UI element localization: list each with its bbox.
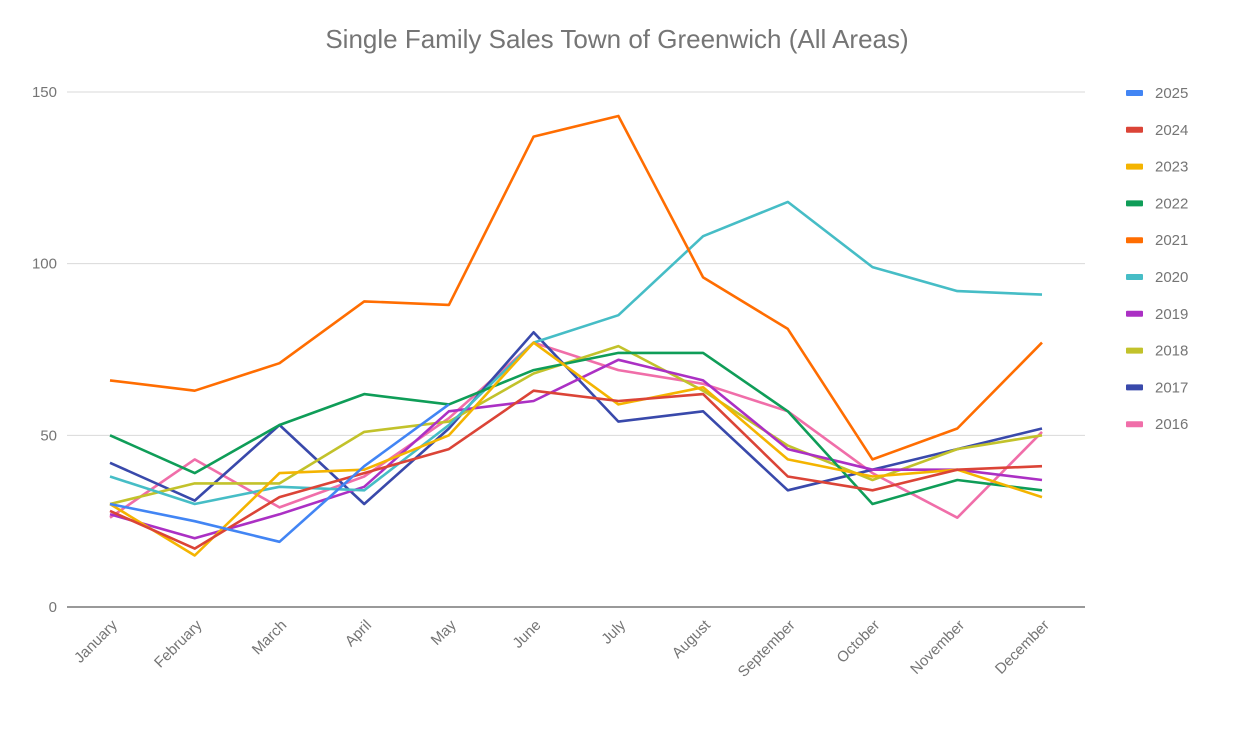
legend-item-2020: 2020 [1126, 269, 1188, 286]
series-line-2023 [109, 341, 1043, 557]
legend-label: 2018 [1155, 343, 1188, 360]
x-tick-label: January [71, 616, 121, 666]
series-lines [109, 114, 1043, 557]
series-line-2020 [109, 200, 1043, 506]
legend-item-2021: 2021 [1126, 232, 1188, 249]
legend-item-2024: 2024 [1126, 122, 1188, 139]
gridlines [67, 91, 1085, 608]
legend-swatch [1126, 310, 1143, 317]
legend-label: 2017 [1155, 379, 1188, 396]
series-line-2021 [109, 114, 1043, 461]
chart-title: Single Family Sales Town of Greenwich (A… [325, 24, 908, 54]
legend-item-2018: 2018 [1126, 343, 1188, 360]
x-tick-label: May [428, 616, 460, 648]
y-tick-label: 0 [49, 599, 57, 616]
x-tick-label: February [151, 616, 206, 671]
legend-label: 2025 [1155, 85, 1188, 102]
legend-label: 2021 [1155, 232, 1188, 249]
legend-swatch [1126, 90, 1143, 96]
x-axis-ticks: January February March April May June July Augu… [71, 616, 1053, 680]
y-tick-label: 100 [32, 256, 57, 273]
legend-swatch [1126, 274, 1143, 280]
y-axis-ticks: 0 50 100 150 [32, 84, 57, 616]
series-line-2016 [109, 341, 1043, 519]
series-line-2017 [109, 331, 1043, 506]
series-line-2018 [109, 344, 1043, 506]
legend-item-2019: 2019 [1126, 306, 1188, 323]
legend-item-2016: 2016 [1126, 416, 1188, 433]
x-tick-label: June [509, 617, 544, 652]
series-line-2025 [109, 403, 450, 544]
legend-swatch [1126, 237, 1143, 244]
legend-label: 2022 [1155, 195, 1188, 212]
x-tick-label: October [834, 617, 884, 667]
legend-label: 2023 [1155, 159, 1188, 176]
legend-swatch [1126, 347, 1143, 354]
x-tick-label: September [735, 617, 799, 681]
series-line-2022 [109, 351, 1043, 506]
x-tick-label: April [342, 617, 375, 650]
legend: 2025 2024 2023 2022 2021 2020 2019 2018 2017 2016 [1126, 85, 1188, 433]
series-line-2024 [109, 389, 1043, 550]
legend-label: 2024 [1155, 122, 1188, 139]
y-tick-label: 150 [32, 84, 57, 101]
legend-label: 2020 [1155, 269, 1188, 286]
legend-label: 2016 [1155, 416, 1188, 433]
legend-item-2025: 2025 [1126, 85, 1188, 102]
legend-swatch [1126, 421, 1143, 428]
x-tick-label: July [598, 616, 629, 647]
x-tick-label: August [669, 616, 715, 662]
y-tick-label: 50 [40, 427, 57, 444]
legend-item-2022: 2022 [1126, 195, 1188, 212]
legend-swatch [1126, 126, 1143, 133]
legend-swatch [1126, 200, 1143, 207]
x-tick-label: November [907, 617, 968, 678]
x-tick-label: December [992, 617, 1053, 678]
legend-swatch [1126, 384, 1143, 391]
x-tick-label: March [249, 617, 290, 658]
legend-swatch [1126, 163, 1143, 170]
legend-item-2017: 2017 [1126, 379, 1188, 396]
legend-item-2023: 2023 [1126, 159, 1188, 176]
legend-label: 2019 [1155, 306, 1188, 323]
series-line-2019 [109, 358, 1043, 540]
